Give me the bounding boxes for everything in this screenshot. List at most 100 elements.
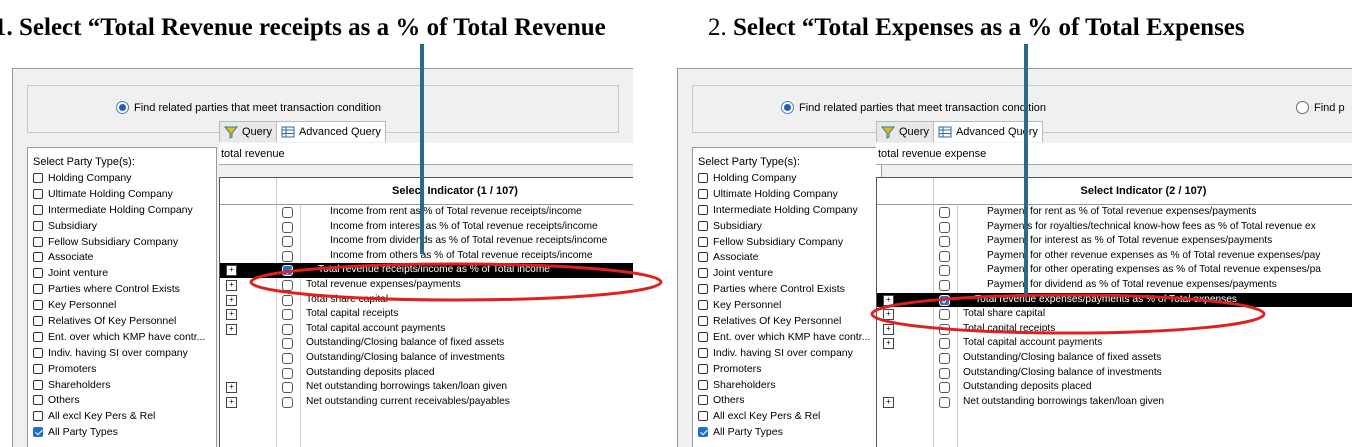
- tab-query[interactable]: Query: [220, 122, 277, 142]
- party-type-item[interactable]: Joint venture: [693, 265, 881, 281]
- checkbox-icon[interactable]: [33, 411, 43, 422]
- indicator-row[interactable]: Outstanding deposits placed: [220, 366, 633, 381]
- party-type-item[interactable]: Others: [28, 392, 216, 408]
- checkbox-icon[interactable]: [939, 382, 950, 394]
- checkbox-checked-icon[interactable]: [282, 265, 293, 277]
- checkbox-icon[interactable]: [698, 315, 708, 326]
- tab-advanced-query[interactable]: Advanced Query: [277, 122, 385, 142]
- expand-icon[interactable]: +: [226, 294, 237, 306]
- party-type-item[interactable]: Parties where Control Exists: [693, 281, 881, 297]
- checkbox-icon[interactable]: [939, 236, 950, 248]
- checkbox-checked-icon[interactable]: [698, 427, 708, 438]
- party-type-item[interactable]: All Party Types: [28, 424, 216, 440]
- checkbox-icon[interactable]: [939, 353, 950, 364]
- checkbox-icon[interactable]: [939, 265, 950, 277]
- party-type-item[interactable]: Parties where Control Exists: [28, 281, 216, 297]
- indicator-row[interactable]: Outstanding/Closing balance of investmen…: [220, 351, 633, 366]
- indicator-row[interactable]: + Total capital account payments: [220, 322, 633, 337]
- indicator-row[interactable]: + Net outstanding borrowings taken/loan g…: [220, 380, 633, 395]
- checkbox-icon[interactable]: [282, 382, 293, 394]
- radio-selected-icon[interactable]: [781, 101, 794, 114]
- checkbox-icon[interactable]: [939, 367, 950, 379]
- checkbox-icon[interactable]: [282, 338, 293, 350]
- party-type-item[interactable]: Ent. over which KMP have contr...: [28, 329, 216, 345]
- checkbox-icon[interactable]: [282, 236, 293, 248]
- checkbox-icon[interactable]: [33, 315, 43, 326]
- party-type-item[interactable]: Others: [693, 392, 881, 408]
- checkbox-icon[interactable]: [33, 268, 43, 279]
- checkbox-icon[interactable]: [698, 395, 708, 406]
- checkbox-icon[interactable]: [33, 188, 43, 199]
- checkbox-icon[interactable]: [939, 250, 950, 262]
- checkbox-checked-icon[interactable]: [33, 427, 43, 438]
- party-type-item[interactable]: Holding Company: [693, 170, 881, 186]
- checkbox-icon[interactable]: [698, 252, 708, 263]
- party-type-item[interactable]: All Party Types: [693, 424, 881, 440]
- checkbox-icon[interactable]: [33, 363, 43, 374]
- checkbox-icon[interactable]: [698, 204, 708, 215]
- expand-icon[interactable]: +: [883, 323, 894, 335]
- expand-icon[interactable]: +: [226, 309, 237, 321]
- indicator-row[interactable]: + Net outstanding current receivables/pay…: [220, 395, 633, 410]
- tab-advanced-query[interactable]: Advanced Query: [934, 122, 1042, 142]
- checkbox-icon[interactable]: [698, 331, 708, 342]
- party-type-item[interactable]: All excl Key Pers & Rel: [28, 408, 216, 424]
- checkbox-icon[interactable]: [698, 411, 708, 422]
- party-type-item[interactable]: Intermediate Holding Company: [693, 202, 881, 218]
- checkbox-icon[interactable]: [33, 379, 43, 390]
- expand-icon[interactable]: +: [226, 382, 237, 394]
- indicator-row[interactable]: Income from interest as % of Total reven…: [220, 220, 633, 235]
- checkbox-icon[interactable]: [33, 284, 43, 295]
- checkbox-icon[interactable]: [33, 252, 43, 263]
- indicator-row[interactable]: Income from rent as % of Total revenue r…: [220, 205, 633, 220]
- checkbox-icon[interactable]: [282, 323, 293, 335]
- indicator-row[interactable]: Outstanding/Closing balance of fixed ass…: [877, 351, 1352, 366]
- indicator-row[interactable]: Payment for dividend as % of Total reven…: [877, 278, 1352, 293]
- indicator-row[interactable]: Income from dividends as % of Total reve…: [220, 234, 633, 249]
- checkbox-icon[interactable]: [939, 338, 950, 350]
- checkbox-icon[interactable]: [282, 396, 293, 408]
- radio-selected-icon[interactable]: [116, 101, 129, 114]
- condition-radio-row[interactable]: Find related parties that meet transacti…: [116, 101, 381, 114]
- checkbox-icon[interactable]: [282, 367, 293, 379]
- checkbox-icon[interactable]: [33, 331, 43, 342]
- expand-icon[interactable]: +: [226, 265, 237, 277]
- checkbox-icon[interactable]: [698, 188, 708, 199]
- checkbox-icon[interactable]: [698, 363, 708, 374]
- indicator-row[interactable]: Payment for interest as % of Total reven…: [877, 234, 1352, 249]
- checkbox-icon[interactable]: [698, 268, 708, 279]
- party-type-item[interactable]: Relatives Of Key Personnel: [693, 313, 881, 329]
- checkbox-icon[interactable]: [282, 353, 293, 364]
- party-type-item[interactable]: All excl Key Pers & Rel: [693, 408, 881, 424]
- expand-icon[interactable]: +: [883, 294, 894, 306]
- checkbox-icon[interactable]: [282, 280, 293, 291]
- condition-radio-row-2[interactable]: Find p: [1296, 101, 1345, 114]
- indicator-row[interactable]: Outstanding deposits placed: [877, 380, 1352, 395]
- indicator-row[interactable]: + Total share capital: [877, 307, 1352, 322]
- checkbox-icon[interactable]: [698, 347, 708, 358]
- party-type-item[interactable]: Indiv. having SI over company: [28, 345, 216, 361]
- indicator-row[interactable]: Income from others as % of Total revenue…: [220, 249, 633, 264]
- party-type-item[interactable]: Ultimate Holding Company: [28, 186, 216, 202]
- radio-unselected-icon[interactable]: [1296, 101, 1309, 114]
- expand-icon[interactable]: +: [226, 280, 237, 291]
- tab-query[interactable]: Query: [877, 122, 934, 142]
- search-input[interactable]: total revenue expense: [876, 143, 1352, 165]
- party-type-item[interactable]: Subsidiary: [693, 218, 881, 234]
- checkbox-icon[interactable]: [939, 207, 950, 218]
- party-type-item[interactable]: Indiv. having SI over company: [693, 345, 881, 361]
- party-type-item[interactable]: Joint venture: [28, 265, 216, 281]
- expand-icon[interactable]: +: [883, 396, 894, 408]
- indicator-row[interactable]: + Total capital receipts: [220, 307, 633, 322]
- checkbox-checked-icon[interactable]: [939, 294, 950, 306]
- party-type-item[interactable]: Ultimate Holding Company: [693, 186, 881, 202]
- expand-icon[interactable]: +: [226, 396, 237, 408]
- checkbox-icon[interactable]: [282, 221, 293, 233]
- checkbox-icon[interactable]: [698, 379, 708, 390]
- party-type-item[interactable]: Fellow Subsidiary Company: [28, 234, 216, 250]
- checkbox-icon[interactable]: [33, 204, 43, 215]
- indicator-row[interactable]: + Total capital receipts: [877, 322, 1352, 337]
- party-type-item[interactable]: Holding Company: [28, 170, 216, 186]
- checkbox-icon[interactable]: [939, 309, 950, 321]
- checkbox-icon[interactable]: [33, 172, 43, 183]
